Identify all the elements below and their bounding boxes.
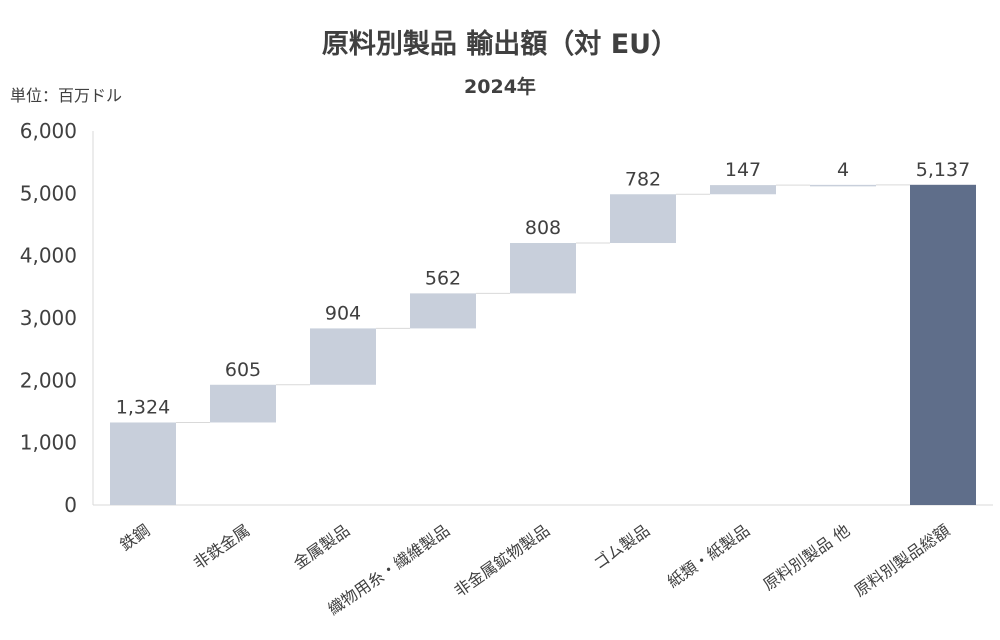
increment-bar — [110, 422, 176, 505]
increment-bar — [710, 185, 776, 195]
y-tick-label: 5,000 — [20, 181, 77, 205]
unit-label: 単位：百万ドル — [10, 86, 123, 105]
category-label: 原料別製品 他 — [760, 521, 854, 595]
increment-bar — [210, 384, 276, 423]
data-label: 605 — [225, 359, 261, 381]
increment-bar — [310, 328, 376, 385]
y-tick-label: 2,000 — [20, 368, 77, 392]
increment-bar — [510, 243, 576, 294]
chart-subtitle: 2024年 — [464, 76, 536, 98]
data-label: 147 — [725, 159, 761, 181]
increment-bar — [410, 293, 476, 329]
category-label: 原料別製品総額 — [851, 521, 954, 601]
data-label: 5,137 — [916, 159, 970, 181]
category-label: 非鉄金属 — [190, 521, 253, 573]
data-label: 904 — [325, 302, 361, 324]
data-label: 562 — [425, 267, 461, 289]
y-tick-label: 6,000 — [20, 119, 77, 143]
category-label: 紙類・紙製品 — [664, 521, 754, 592]
chart-title: 原料別製品 輸出額（対 EU） — [321, 29, 679, 60]
increment-bar — [810, 184, 876, 187]
total-bar — [910, 184, 976, 505]
category-label: ゴム製品 — [590, 521, 653, 573]
category-label: 金属製品 — [290, 521, 353, 573]
y-tick-label: 3,000 — [20, 306, 77, 330]
category-label: 鉄鋼 — [116, 521, 153, 555]
data-label: 808 — [525, 217, 561, 239]
increment-bar — [610, 194, 676, 244]
data-label: 1,324 — [116, 396, 170, 418]
y-tick-label: 4,000 — [20, 244, 77, 268]
data-label: 782 — [625, 168, 661, 190]
y-tick-label: 0 — [64, 493, 77, 517]
category-label: 非金属鉱物製品 — [451, 521, 554, 601]
data-label: 4 — [837, 159, 849, 181]
y-tick-label: 1,000 — [20, 431, 77, 455]
